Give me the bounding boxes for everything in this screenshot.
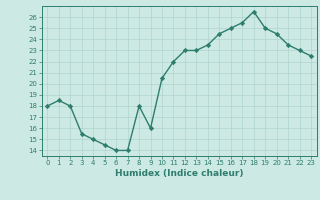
X-axis label: Humidex (Indice chaleur): Humidex (Indice chaleur) bbox=[115, 169, 244, 178]
